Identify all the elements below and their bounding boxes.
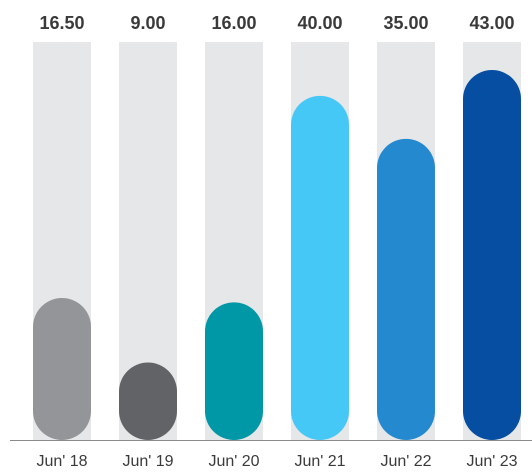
data-label: 16.00 <box>211 13 256 33</box>
bar-tracks <box>33 42 521 440</box>
bar <box>377 138 435 440</box>
bar <box>463 70 521 440</box>
x-tick-label: Jun' 18 <box>36 453 87 470</box>
bar <box>119 362 177 440</box>
bar <box>33 298 91 440</box>
data-label: 40.00 <box>297 13 342 33</box>
category-labels: Jun' 18 Jun' 19 Jun' 20 Jun' 21 Jun' 22 Jun' … <box>36 453 517 470</box>
x-tick-label: Jun' 19 <box>122 453 173 470</box>
data-label: 16.50 <box>39 13 84 33</box>
data-label: 43.00 <box>469 13 514 33</box>
value-labels: 16.50 9.00 16.00 40.00 35.00 43.00 <box>39 13 514 33</box>
x-tick-label: Jun' 23 <box>466 453 517 470</box>
x-tick-label: Jun' 21 <box>294 453 345 470</box>
bars <box>33 70 521 440</box>
data-label: 9.00 <box>130 13 165 33</box>
x-tick-label: Jun' 20 <box>208 453 259 470</box>
bar <box>205 302 263 440</box>
x-tick-label: Jun' 22 <box>380 453 431 470</box>
data-label: 35.00 <box>383 13 428 33</box>
bar <box>291 95 349 440</box>
